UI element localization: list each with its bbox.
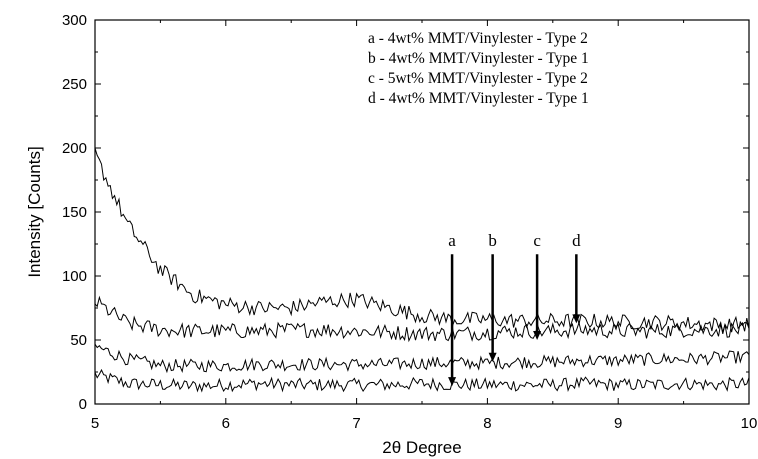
legend: a - 4wt% MMT/Vinylester - Type 2 b - 4wt%… <box>368 30 589 107</box>
series-line-2 <box>94 343 750 374</box>
y-tick-label: 0 <box>79 396 87 413</box>
series-layer <box>94 147 750 393</box>
y-axis: 0 50 100 150 200 250 300 <box>62 12 749 413</box>
y-axis-title: Intensity [Counts] <box>25 146 44 277</box>
legend-entry-4: d - 4wt% MMT/Vinylester - Type 1 <box>368 90 589 107</box>
series-line-4 <box>94 147 750 333</box>
arrow-c-label: c <box>533 231 541 250</box>
legend-entry-3: c - 5wt% MMT/Vinylester - Type 2 <box>368 70 588 87</box>
y-tick-label: 50 <box>70 332 87 349</box>
arrow-b-head <box>488 352 497 362</box>
legend-entry-1: a - 4wt% MMT/Vinylester - Type 2 <box>368 30 588 47</box>
arrow-d-head <box>572 314 581 324</box>
x-tick-label: 8 <box>483 415 491 432</box>
legend-entry-2: b - 4wt% MMT/Vinylester - Type 1 <box>368 50 589 67</box>
annotation-layer: a b c d <box>448 231 581 387</box>
y-tick-label: 100 <box>62 268 87 285</box>
arrow-b-label: b <box>488 231 497 250</box>
y-tick-label: 250 <box>62 76 87 93</box>
arrow-a-label: a <box>448 231 456 250</box>
x-tick-label: 6 <box>222 415 230 432</box>
x-axis: 5 6 7 8 9 10 <box>91 20 758 432</box>
series-line-3 <box>94 295 750 343</box>
arrow-a-head <box>448 377 457 387</box>
series-line-1 <box>94 368 750 393</box>
x-tick-label: 5 <box>91 415 99 432</box>
y-tick-label: 300 <box>62 12 87 29</box>
y-tick-label: 200 <box>62 140 87 157</box>
x-axis-title: 2θ Degree <box>382 438 461 457</box>
arrow-d-label: d <box>572 231 581 250</box>
x-tick-label: 9 <box>614 415 622 432</box>
arrow-c-head <box>533 331 542 340</box>
y-tick-label: 150 <box>62 204 87 221</box>
x-tick-label: 7 <box>352 415 360 432</box>
x-tick-label: 10 <box>741 415 758 432</box>
